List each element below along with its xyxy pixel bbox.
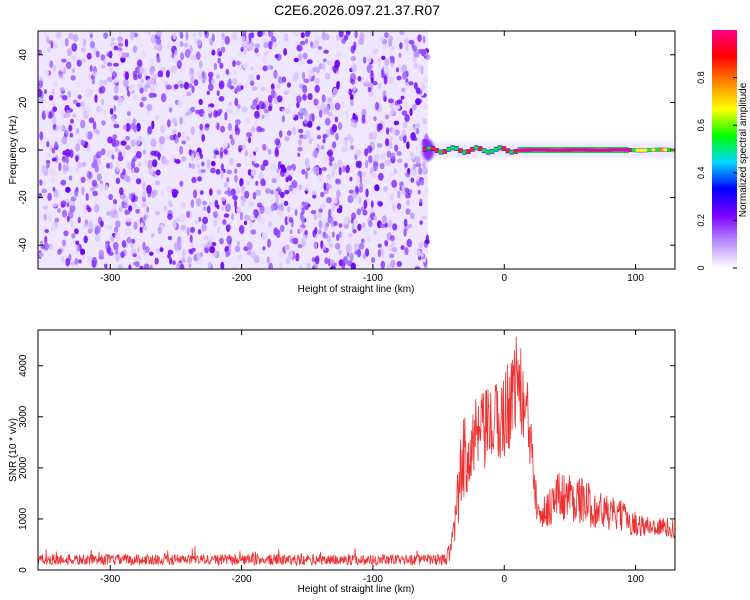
spectrogram-xtick-label: -200 bbox=[232, 273, 252, 284]
snr-ylabel: SNR (10 * v/v) bbox=[8, 418, 19, 482]
noise-speckles bbox=[38, 31, 431, 269]
snr-xtick-label: -200 bbox=[232, 574, 252, 585]
spectrogram-xtick-label: -300 bbox=[100, 273, 120, 284]
colorbar-gradient bbox=[712, 30, 737, 268]
spectrogram-frame bbox=[37, 30, 676, 270]
colorbar-tick-label: 0.6 bbox=[696, 119, 706, 132]
snr-ytick-label: 4000 bbox=[18, 354, 29, 377]
spectrogram-ytick-label: 0 bbox=[18, 147, 29, 153]
spectrogram-ytick-label: 40 bbox=[18, 49, 29, 61]
spectrogram-xtick-label: 0 bbox=[501, 273, 507, 284]
spectrogram-xtick-label: 100 bbox=[627, 273, 644, 284]
snr-ytick-label: 1000 bbox=[18, 507, 29, 530]
snr-ytick-label: 2000 bbox=[18, 456, 29, 479]
colorbar-tick-label: 0.4 bbox=[696, 167, 706, 180]
snr-frame bbox=[37, 329, 676, 571]
colorbar-tick-label: 0.2 bbox=[696, 214, 706, 227]
colorbar-ticks: 0 0.2 0.4 0.6 0.8 bbox=[696, 71, 737, 271]
snr-xtick-label: -300 bbox=[100, 574, 120, 585]
spectrogram-ytick-label: -20 bbox=[18, 190, 29, 205]
snr-xtick-label: 100 bbox=[627, 574, 644, 585]
spectrogram-xlabel: Height of straight line (km) bbox=[298, 284, 415, 295]
colorbar: 0 0.2 0.4 0.6 0.8 Normalized spectral amplit… bbox=[696, 30, 749, 271]
snr-ytick-label: 3000 bbox=[18, 405, 29, 428]
colorbar-tick-label: 0.8 bbox=[696, 71, 706, 84]
spectrogram-image bbox=[38, 31, 675, 269]
spectrogram-xtick-label: -100 bbox=[363, 273, 383, 284]
colorbar-label: Normalized spectral amplitude bbox=[738, 82, 749, 217]
chart-title: C2E6.2026.097.21.37.R07 bbox=[274, 2, 440, 18]
snr-plot-area bbox=[38, 330, 675, 570]
spectrogram-ytick-label: -40 bbox=[18, 238, 29, 253]
snr-xtick-label: 0 bbox=[501, 574, 507, 585]
snr-xtick-label: -100 bbox=[363, 574, 383, 585]
snr-ytick-label: 0 bbox=[18, 567, 29, 573]
spectrogram-ytick-label: 20 bbox=[18, 96, 29, 108]
snr-xlabel: Height of straight line (km) bbox=[298, 584, 415, 595]
colorbar-tick-label: 0 bbox=[696, 265, 706, 270]
snr-series-line bbox=[38, 336, 675, 567]
spectrogram-ylabel: Frequency (Hz) bbox=[8, 116, 19, 185]
